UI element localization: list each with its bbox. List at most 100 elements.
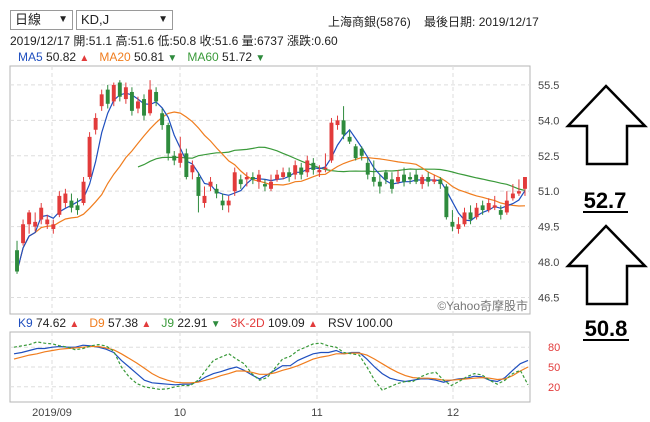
- candle-body: [148, 89, 153, 114]
- candle-body: [220, 200, 225, 206]
- candle-body: [250, 177, 255, 180]
- kd-lines: [13, 341, 529, 391]
- candle-body: [87, 136, 92, 178]
- candle-body: [111, 84, 116, 102]
- price-tick-label: 55.5: [538, 80, 559, 92]
- watermark: ©Yahoo奇摩股市: [437, 298, 528, 313]
- candle-body: [287, 172, 292, 178]
- indicator-select-value: KD,J: [81, 12, 110, 27]
- upper-arrow-icon: [565, 84, 648, 166]
- x-tick-label: 11: [311, 407, 322, 419]
- volume-value: 6737: [256, 34, 284, 48]
- d9-name: D9: [89, 316, 105, 330]
- candle-body: [63, 193, 68, 203]
- candle-body: [311, 162, 316, 170]
- ma-legend: MA5 50.82 ▲ MA20 50.81 ▼ MA60 51.72 ▼: [18, 50, 265, 64]
- chevron-down-icon: ▼: [158, 14, 168, 25]
- rsv-name: RSV: [327, 316, 353, 330]
- open-label: 開:: [73, 34, 89, 48]
- price-tick-label: 48.0: [538, 257, 559, 269]
- candle-body: [123, 87, 128, 100]
- candle-body: [15, 250, 19, 272]
- candle-body: [21, 224, 26, 244]
- j9-name: J9: [161, 316, 174, 330]
- candle-body: [256, 174, 261, 182]
- candle-body: [51, 224, 56, 229]
- candle-body: [371, 177, 376, 182]
- candle-body: [172, 155, 177, 161]
- kd-legend: K9 74.62 ▲ D9 57.38 ▲ J9 22.91 ▼ 3K-2D 1…: [18, 316, 393, 330]
- indicator-select[interactable]: KD,J ▼: [76, 10, 173, 30]
- candle-body: [456, 224, 461, 229]
- candle-body: [359, 148, 364, 156]
- x-tick-label: 12: [447, 407, 459, 419]
- ma20-name: MA20: [99, 50, 131, 64]
- change-value: 0.60: [314, 34, 338, 48]
- close-value: 51.6: [214, 34, 239, 48]
- arrow-up-icon: ▲: [308, 319, 318, 330]
- candle-body: [468, 212, 473, 220]
- candle-body: [486, 202, 491, 211]
- high-label: 高:: [115, 34, 131, 48]
- d9-value: 57.38: [108, 316, 139, 330]
- x-tick-label: 2019/09: [32, 407, 72, 419]
- candle-body: [516, 191, 521, 194]
- last-date-label: 最後日期:: [424, 15, 476, 29]
- price-grid: [10, 66, 530, 314]
- ma5-value: 50.82: [46, 50, 77, 64]
- ma20-value: 50.81: [134, 50, 165, 64]
- candle-body: [480, 205, 485, 211]
- j9-line: [13, 341, 529, 391]
- ma20-line: [16, 111, 526, 272]
- candle-body: [504, 200, 509, 213]
- candle-body: [383, 172, 388, 180]
- 3k2d-value: 109.09: [268, 316, 305, 330]
- stock-header: 上海商銀(5876) 最後日期: 2019/12/17: [328, 13, 539, 30]
- arrow-down-icon: ▼: [167, 53, 178, 64]
- volume-label: 量:: [241, 34, 257, 48]
- price-tick-label: 49.5: [538, 222, 559, 234]
- candle-body: [498, 210, 503, 215]
- d9-line: [13, 345, 529, 384]
- candle-body: [426, 177, 431, 182]
- candle-body: [105, 89, 110, 104]
- candle-body: [347, 136, 352, 142]
- candle-body: [57, 195, 62, 215]
- candle-body: [462, 212, 467, 225]
- candle-body: [353, 146, 358, 159]
- quote-date: 2019/12/17: [10, 34, 71, 48]
- candle-body: [190, 165, 195, 173]
- candle-body: [178, 153, 183, 163]
- kd-tick-label: 50: [548, 362, 560, 374]
- k9-name: K9: [18, 316, 33, 330]
- price-panel: [9, 65, 531, 315]
- x-tick-label: 10: [174, 407, 186, 419]
- k9-line: [13, 344, 529, 386]
- candle-body: [33, 221, 38, 227]
- candle-body: [166, 125, 171, 154]
- candle-body: [450, 221, 455, 227]
- candle-body: [244, 177, 249, 180]
- arrow-down-icon: ▼: [210, 319, 221, 330]
- candle-body: [275, 174, 280, 180]
- last-date-value: 2019/12/17: [478, 15, 539, 29]
- candle-body: [432, 179, 437, 182]
- arrow-down-icon: ▼: [255, 53, 266, 64]
- stock-name: 上海商銀(5876): [328, 15, 411, 29]
- candle-body: [129, 91, 134, 111]
- candle-body: [389, 179, 394, 189]
- kd-tick-label: 20: [548, 382, 560, 394]
- k9-value: 74.62: [36, 316, 67, 330]
- candle-body: [160, 113, 165, 126]
- period-select[interactable]: 日線 ▼: [10, 10, 73, 30]
- candle-body: [39, 207, 44, 220]
- ma60-value: 51.72: [222, 50, 253, 64]
- high-value: 51.6: [130, 34, 155, 48]
- candle-body: [299, 167, 304, 175]
- candle-body: [208, 181, 213, 187]
- lower-arrow-icon: [565, 224, 648, 306]
- candle-body: [226, 200, 231, 206]
- price-axis: 55.5 54.0 52.5 51.0 49.5 48.0 46.5: [538, 80, 559, 305]
- price-tick-label: 51.0: [538, 186, 559, 198]
